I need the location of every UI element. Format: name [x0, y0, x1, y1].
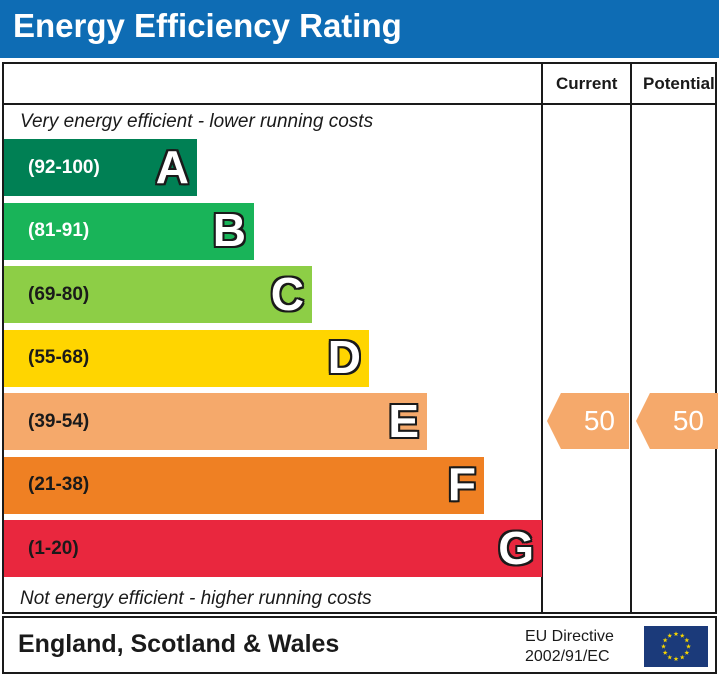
potential-rating-marker: 50	[636, 393, 718, 449]
footer-region-label: England, Scotland & Wales	[18, 630, 340, 658]
table-column-divider-1	[541, 64, 543, 612]
page-title: Energy Efficiency Rating	[13, 7, 402, 44]
rating-band-e: (39-54) E	[4, 393, 427, 450]
band-letter-f: F	[447, 458, 478, 511]
band-range-label-c: (69-80)	[28, 283, 90, 305]
band-range-label-d: (55-68)	[28, 347, 90, 368]
band-letter-g: G	[497, 521, 535, 574]
band-letter-d: D	[327, 331, 363, 384]
footer-directive: EU Directive 2002/91/EC	[525, 627, 614, 667]
eu-flag-icon	[644, 626, 708, 667]
table-column-divider-2	[630, 64, 632, 612]
rating-table: Current Potential Very energy efficient …	[2, 62, 718, 614]
table-header-divider	[4, 103, 715, 105]
band-letter-c: C	[270, 267, 306, 320]
rating-band-b: (81-91) B	[4, 202, 254, 260]
rating-bands: (92-100) A (81-91) B (69-80) C (55-68) D (39-54)…	[4, 139, 542, 584]
caption-top: Very energy efficient - lower running co…	[20, 111, 374, 132]
chart-header-banner: Energy Efficiency Rating	[0, 0, 719, 58]
band-letter-e: E	[387, 394, 420, 447]
band-letter-b: B	[212, 204, 248, 257]
band-letter-a: A	[155, 140, 191, 193]
chart-footer: England, Scotland & Wales EU Directive 2…	[2, 616, 717, 674]
band-range-label-f: (21-38)	[28, 474, 90, 495]
band-range-label-a: (92-100)	[28, 156, 100, 178]
current-rating-marker: 50	[547, 393, 629, 449]
caption-bottom: Not energy efficient - higher running co…	[20, 588, 372, 609]
current-rating-value: 50	[583, 405, 615, 436]
column-header-potential: Potential	[643, 74, 715, 93]
rating-band-c: (69-80) C	[4, 266, 312, 323]
rating-band-d: (55-68) D	[4, 329, 369, 387]
rating-band-f: (21-38) F	[4, 456, 484, 514]
column-header-current: Current	[556, 74, 618, 93]
band-range-label-g: (1-20)	[28, 537, 79, 559]
directive-line-2: 2002/91/EC	[525, 648, 610, 665]
potential-rating-value: 50	[672, 405, 704, 436]
rating-band-a: (92-100) A	[4, 139, 197, 196]
directive-line-1: EU Directive	[525, 628, 614, 645]
band-range-label-b: (81-91)	[28, 220, 90, 241]
band-range-label-e: (39-54)	[28, 410, 90, 432]
rating-band-g: (1-20) G	[4, 520, 542, 577]
